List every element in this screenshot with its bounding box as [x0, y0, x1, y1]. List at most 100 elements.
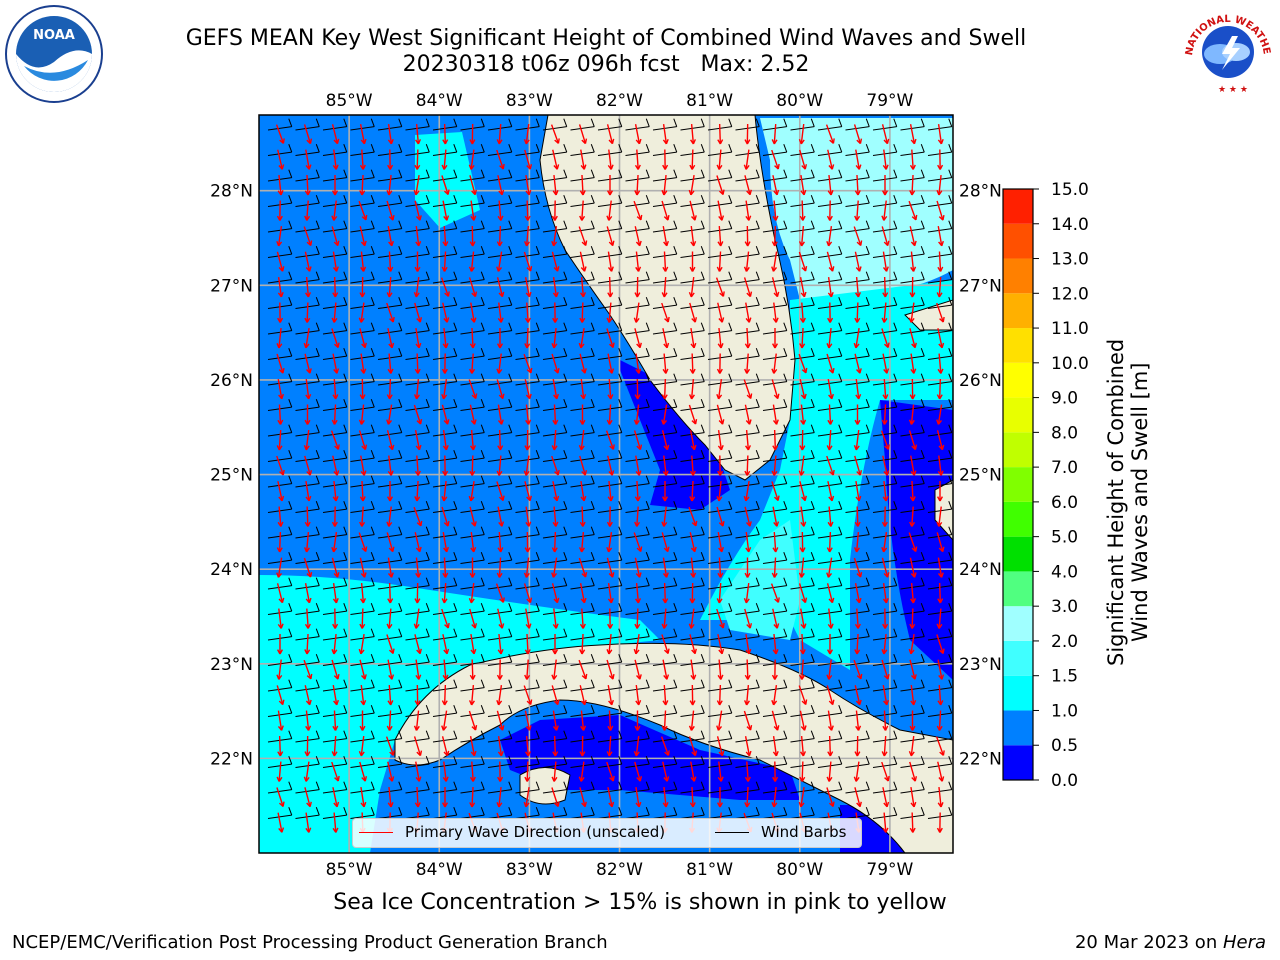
wave-arrow-176 — [306, 302, 309, 323]
wave-arrow-head-480 — [413, 623, 420, 629]
wind-barb-flag-266 — [728, 373, 733, 382]
wind-barb-flag-294 — [810, 398, 815, 408]
wind-barb-658 — [487, 789, 512, 794]
wind-barb-91 — [707, 202, 732, 207]
wave-arrow-48 — [911, 149, 914, 170]
lon-label-bottom-4: 81°W — [686, 860, 733, 880]
wave-arrow-391 — [716, 506, 724, 527]
colorbar-label-line-2: Wind Waves and Swell [m] — [1128, 362, 1152, 642]
wind-barb-flag-84 — [535, 194, 540, 204]
wave-arrow-155 — [415, 276, 420, 298]
wave-arrow-head-606 — [443, 750, 450, 757]
wind-barb-135 — [542, 253, 567, 258]
wind-barb-flag-33 — [508, 143, 513, 153]
wave-arrow-584 — [524, 710, 531, 731]
wind-barb-flag-545 — [838, 653, 843, 663]
colorbar-segment-16 — [1003, 189, 1033, 224]
wind-barb-89 — [652, 202, 677, 207]
wind-barb-flag-428 — [370, 551, 375, 561]
wave-arrow-head-676 — [305, 827, 312, 833]
wave-arrow-head-211 — [578, 342, 585, 349]
wind-barb-78 — [350, 202, 375, 207]
wave-arrow-19 — [800, 123, 805, 145]
wind-barb-flag-504 — [398, 628, 403, 637]
wave-arrow-502 — [333, 633, 337, 655]
wind-barb-flag-285 — [563, 398, 568, 408]
wind-barb-flag-1 — [315, 118, 320, 127]
wind-barb-flag-649 — [948, 755, 953, 765]
wind-barb-289 — [652, 406, 677, 411]
wave-arrow-head-500 — [276, 649, 284, 655]
wind-barb-flag-190 — [700, 296, 705, 306]
wind-barb-389 — [652, 508, 677, 513]
wave-arrow-261 — [580, 378, 585, 400]
wave-arrow-head-161 — [580, 292, 587, 298]
wave-arrow-564 — [663, 684, 667, 706]
wave-arrow-head-224 — [938, 342, 945, 349]
wave-arrow-639 — [662, 761, 668, 782]
wind-barb-flag-575 — [288, 704, 293, 714]
wind-barb-494 — [790, 610, 815, 615]
wave-arrow-55 — [415, 175, 420, 195]
wave-arrow-423 — [908, 532, 917, 552]
wind-barb-505 — [405, 636, 430, 641]
wave-arrow-324 — [936, 430, 944, 450]
wind-barb-flag-528 — [370, 653, 375, 663]
wave-arrow-head-336 — [581, 470, 588, 476]
wind-barb-flag-19 — [810, 118, 815, 127]
wave-arrow-398 — [911, 506, 914, 527]
wave-arrow-225 — [276, 353, 284, 374]
wave-arrow-head-370 — [828, 495, 835, 502]
wind-barb-137 — [597, 253, 622, 258]
wind-barb-13 — [625, 126, 650, 131]
wind-barb-flag-144 — [810, 245, 815, 255]
wave-arrow-head-242 — [744, 368, 751, 374]
wave-arrow-591 — [717, 710, 723, 731]
wave-arrow-head-409 — [524, 547, 531, 553]
wind-barb-126 — [295, 253, 320, 258]
wave-arrow-head-630 — [415, 776, 422, 782]
wind-barb-flag-421 — [865, 526, 870, 535]
wave-arrow-454 — [388, 582, 392, 604]
wind-barb-347 — [872, 457, 897, 462]
wave-arrow-head-78 — [361, 214, 368, 221]
wind-barb-flag-65 — [700, 169, 705, 178]
wind-barb-flag-320 — [838, 424, 843, 433]
wind-barb-flag-94 — [810, 194, 815, 204]
wind-barb-288 — [625, 406, 650, 411]
wave-arrow-head-201 — [303, 342, 310, 349]
wave-arrow-12 — [606, 124, 614, 144]
wave-arrow-535 — [553, 659, 557, 680]
wave-arrow-187 — [608, 302, 612, 323]
wind-barb-257 — [460, 381, 485, 386]
wind-barb-flag-588 — [645, 704, 650, 714]
wave-arrow-head-56 — [443, 189, 450, 196]
wave-arrow-412 — [607, 531, 613, 553]
wind-barb-585 — [542, 712, 567, 717]
wind-barb-flag-641 — [728, 755, 733, 765]
wind-barb-flag-516 — [728, 628, 733, 637]
wave-arrow-head-312 — [609, 444, 615, 450]
wind-barb-flag-374 — [948, 475, 953, 484]
wind-barb-flag-159 — [535, 271, 540, 280]
wave-arrow-head-333 — [496, 470, 503, 476]
wind-barb-flag-517 — [755, 628, 760, 637]
wind-barb-flag-385 — [563, 500, 568, 510]
wind-barb-flag-243 — [783, 347, 788, 357]
wind-barb-flag-254 — [398, 373, 403, 382]
wave-arrow-603 — [360, 735, 365, 757]
wave-arrow-head-119 — [798, 241, 805, 247]
wave-arrow-head-324 — [938, 444, 945, 451]
wave-arrow-head-311 — [578, 445, 585, 451]
wave-arrow-290 — [688, 404, 697, 425]
wind-barb-65 — [680, 177, 705, 182]
wave-arrow-head-453 — [360, 598, 367, 604]
wave-arrow-head-115 — [690, 241, 697, 247]
wave-arrow-21 — [853, 124, 862, 144]
wind-barb-flag-532 — [480, 653, 485, 663]
wind-barb-flag-186 — [590, 296, 595, 306]
wave-arrow-head-59 — [525, 189, 532, 196]
wind-barb-357 — [460, 483, 485, 488]
wave-arrow-424 — [936, 532, 944, 552]
wave-arrow-115 — [690, 225, 695, 247]
